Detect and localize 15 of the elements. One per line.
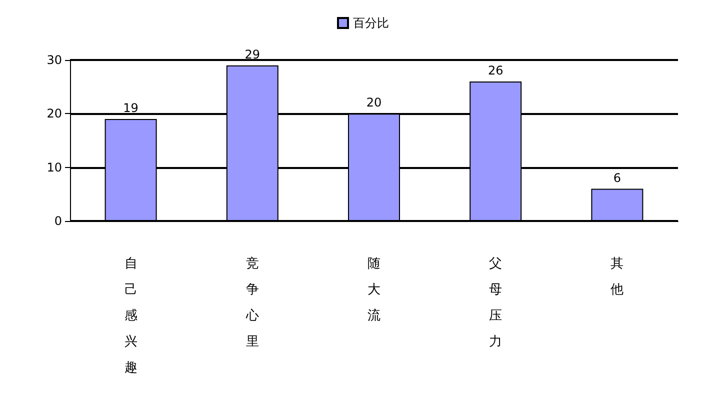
x-tick-label: 自己感兴趣: [124, 256, 138, 376]
data-label: 20: [366, 96, 382, 110]
y-tick-label: 20: [46, 106, 62, 121]
y-tick-label: 0: [54, 214, 62, 228]
x-tick-label: 其他: [610, 256, 624, 298]
data-label: 26: [488, 63, 504, 78]
data-label: 6: [613, 170, 622, 185]
legend-label: 百分比: [353, 16, 389, 30]
x-tick-label: 随大流: [368, 256, 380, 324]
y-tick-label: 30: [46, 53, 62, 67]
x-tick-label: 竞争心里: [244, 256, 259, 350]
data-label: 19: [123, 101, 138, 116]
x-tick-label: 父母压力: [489, 256, 502, 350]
y-tick-label: 10: [46, 160, 62, 174]
data-label: 29: [244, 47, 260, 62]
